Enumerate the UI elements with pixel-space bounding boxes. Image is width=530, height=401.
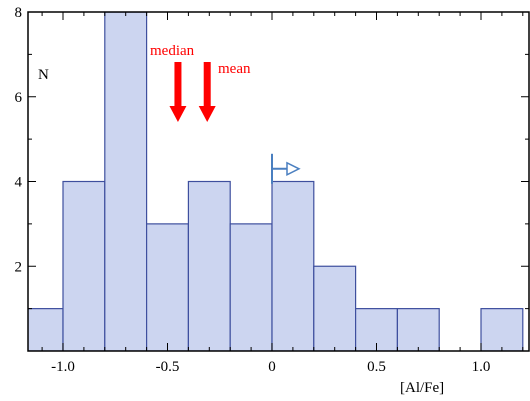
histogram-bar-5	[229, 223, 273, 351]
annotation-label-median: median	[150, 43, 195, 59]
histogram-bar-2	[104, 12, 148, 351]
y-tick-label-1: 4	[15, 175, 23, 191]
ticks-group: -1.0 -0.5 0 0.5 1.0 2 4 6 8	[15, 5, 529, 375]
histogram-bar-7	[313, 265, 357, 351]
y-tick-label-3: 8	[15, 5, 23, 21]
bars-group	[28, 12, 524, 351]
x-tick-label-4: 1.0	[472, 359, 491, 375]
annotation-label-mean: mean	[218, 61, 251, 77]
x-tick-label-0: -1.0	[51, 359, 75, 375]
x-tick-label-3: 0.5	[367, 359, 386, 375]
x-tick-label-1: -0.5	[156, 359, 180, 375]
limit-marker-arrowhead	[286, 161, 301, 177]
histogram-bar-6	[271, 180, 315, 351]
arrow-median	[169, 62, 187, 122]
histogram-bar-4	[187, 180, 231, 351]
y-tick-label-2: 6	[15, 90, 23, 106]
y-tick-label-0: 2	[15, 259, 23, 275]
histogram-bar-1	[62, 180, 106, 351]
annotations-group: median mean	[150, 43, 301, 184]
histogram-bar-9	[396, 308, 440, 351]
arrow-mean	[198, 62, 216, 122]
x-tick-label-2: 0	[268, 359, 276, 375]
histogram-bar-3	[146, 223, 190, 351]
x-axis-label: [Al/Fe]	[400, 380, 444, 396]
histogram-bar-11	[480, 308, 524, 351]
y-axis-label: N	[38, 67, 49, 83]
